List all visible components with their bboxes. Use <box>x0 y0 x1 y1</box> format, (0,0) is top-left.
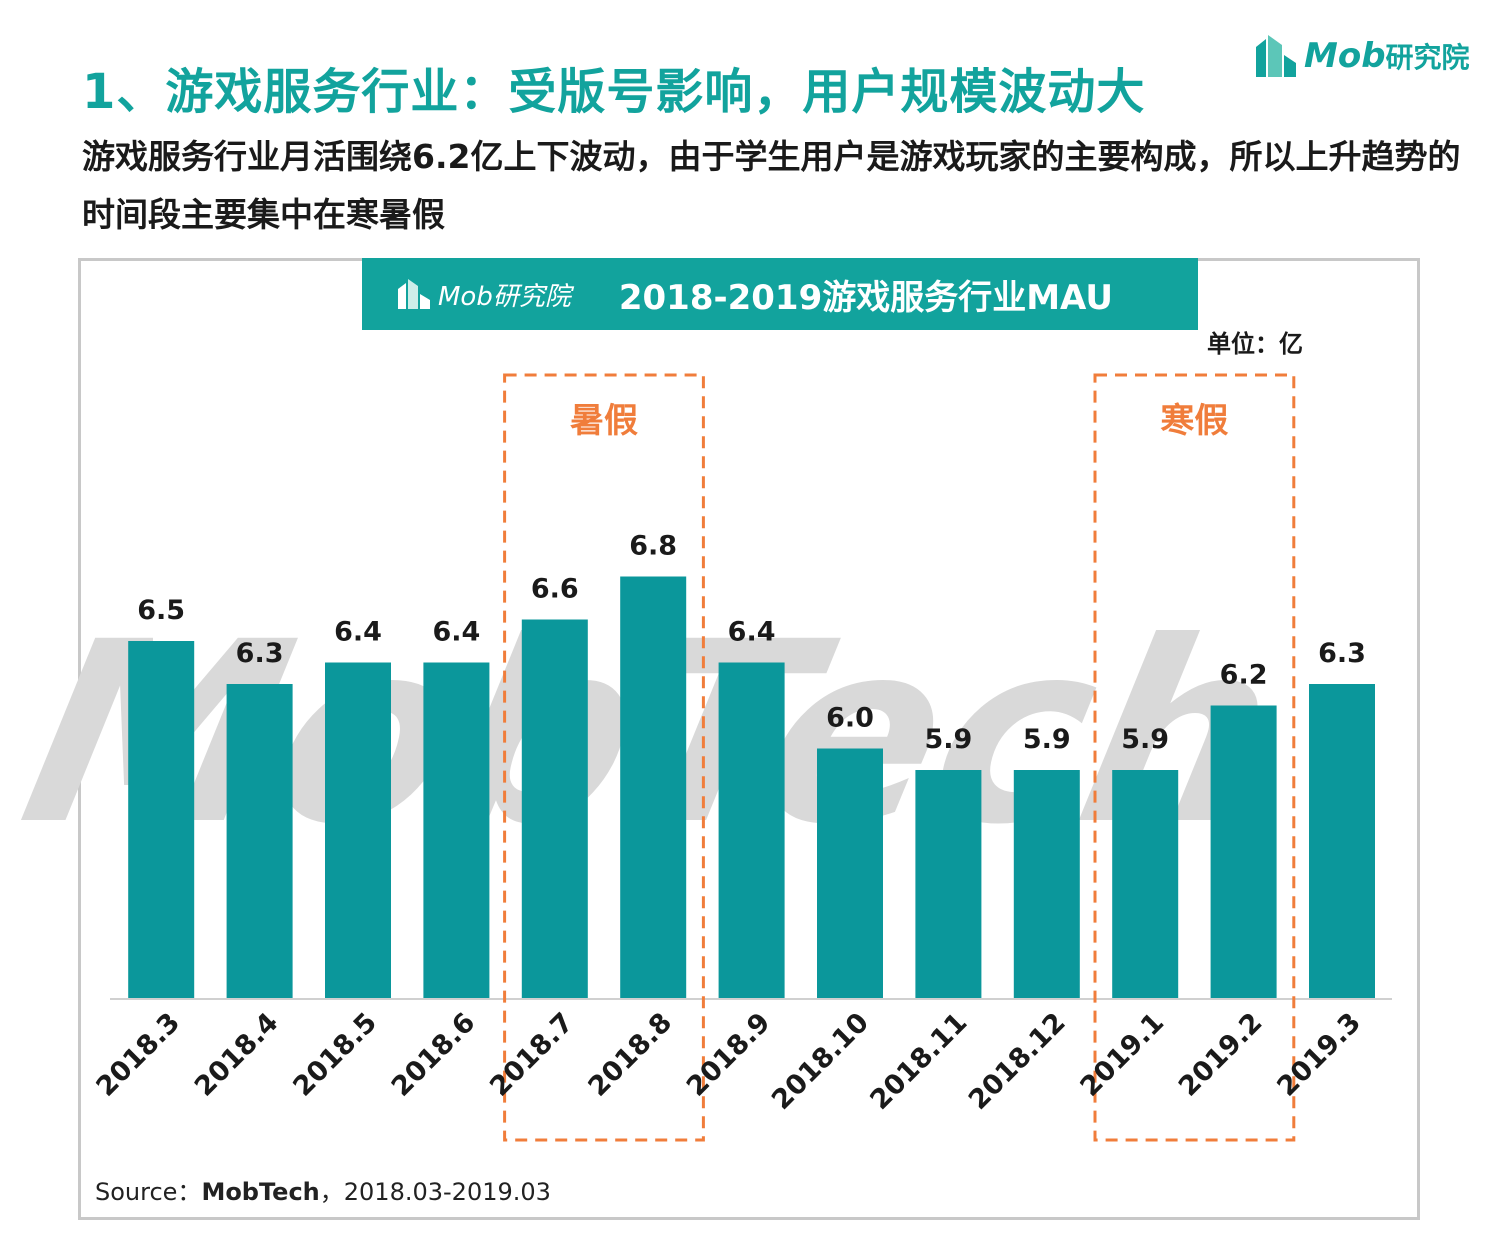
brand-logo: Mob研究院 <box>1252 30 1470 82</box>
x-tick-label: 2019.1 <box>1075 1007 1171 1103</box>
x-tick-label: 2018.11 <box>864 1007 973 1116</box>
building-logo-icon <box>398 279 430 309</box>
bar <box>1210 705 1277 999</box>
x-tick-label: 2018.7 <box>484 1007 580 1103</box>
bar <box>226 684 293 999</box>
chart-title-banner: Mob研究院 2018-2019游戏服务行业MAU <box>362 258 1198 330</box>
bar <box>620 576 687 999</box>
x-tick-label: 2018.6 <box>386 1007 482 1103</box>
unit-label: 单位：亿 <box>1207 330 1303 358</box>
bar <box>423 662 490 999</box>
data-label: 6.4 <box>432 617 480 648</box>
data-label: 6.3 <box>236 638 284 669</box>
data-label: 6.6 <box>531 574 579 605</box>
highlight-label: 暑假 <box>570 401 638 441</box>
logo-text: Mob研究院 <box>1304 36 1470 76</box>
bar <box>325 662 391 999</box>
x-tick-label: 2018.10 <box>766 1007 875 1116</box>
bar <box>1309 684 1375 999</box>
chart-title: 2018-2019游戏服务行业MAU <box>618 277 1113 318</box>
bar <box>128 641 195 999</box>
data-label: 6.8 <box>629 531 677 562</box>
bar <box>718 662 785 999</box>
x-tick-label: 2018.9 <box>681 1007 777 1103</box>
data-label: 5.9 <box>924 724 972 755</box>
data-label: 6.0 <box>826 703 874 734</box>
x-tick-label: 2019.3 <box>1271 1007 1367 1103</box>
x-tick-label: 2018.3 <box>91 1007 187 1103</box>
data-label: 5.9 <box>1121 724 1169 755</box>
x-tick-label: 2018.4 <box>189 1007 285 1103</box>
source-note: Source：MobTech，2018.03-2019.03 <box>95 1178 551 1206</box>
highlight-box <box>1093 373 1296 1142</box>
data-label: 6.3 <box>1318 638 1366 669</box>
data-label: 5.9 <box>1023 724 1071 755</box>
page-title: 1、游戏服务行业：受版号影响，用户规模波动大 <box>82 64 1146 120</box>
data-label: 6.2 <box>1220 660 1268 691</box>
x-tick-label: 2019.2 <box>1173 1007 1269 1103</box>
highlight-label: 寒假 <box>1160 401 1228 441</box>
bar <box>817 748 883 999</box>
banner-logo: Mob研究院 <box>396 276 571 313</box>
building-logo-icon <box>1256 35 1296 77</box>
page-subtitle: 游戏服务行业月活围绕6.2亿上下波动，由于学生用户是游戏玩家的主要构成，所以上升… <box>82 137 1461 234</box>
bar <box>521 619 588 999</box>
x-tick-label: 2018.12 <box>963 1007 1072 1116</box>
bar <box>915 770 982 999</box>
x-tick-label: 2018.8 <box>583 1007 679 1103</box>
bar <box>1112 770 1179 999</box>
highlight-box <box>503 373 705 1142</box>
x-tick-label: 2018.5 <box>287 1007 383 1103</box>
data-label: 6.4 <box>728 617 776 648</box>
banner-logo-text: Mob研究院 <box>438 281 571 312</box>
data-label: 6.4 <box>334 617 382 648</box>
data-label: 6.5 <box>137 595 185 626</box>
bar <box>1013 770 1080 999</box>
